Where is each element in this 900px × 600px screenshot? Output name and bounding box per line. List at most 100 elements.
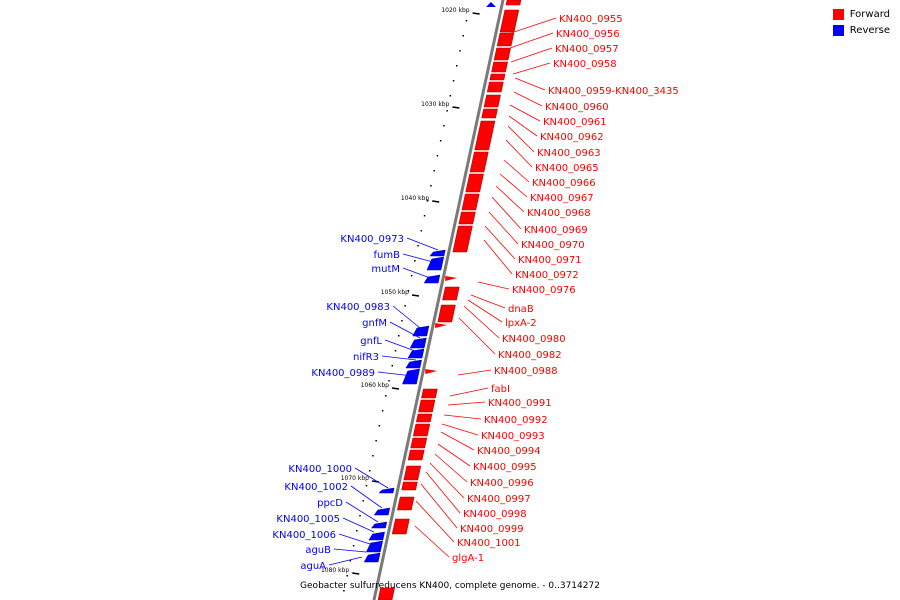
forward-label-leader xyxy=(437,443,471,467)
minor-tick xyxy=(423,215,426,217)
forward-label-leader xyxy=(508,115,538,137)
reverse-label-leader xyxy=(381,355,417,361)
minor-tick xyxy=(394,350,397,352)
minor-tick xyxy=(417,245,419,247)
forward-label-leader xyxy=(463,305,500,339)
forward-gene-block xyxy=(421,388,438,399)
forward-label-leader xyxy=(434,453,468,483)
forward-gene-block xyxy=(418,399,436,413)
reverse-gene-label: fumB xyxy=(374,250,401,261)
kbp-tick-label: 1080 kbp xyxy=(321,567,349,574)
reverse-label-leader xyxy=(338,533,371,545)
reverse-gene-block xyxy=(405,359,422,369)
reverse-gene-label: KN400_0989 xyxy=(311,368,375,379)
minor-tick xyxy=(385,395,387,397)
forward-gene-label: KN400_0994 xyxy=(477,446,541,457)
forward-gene-block xyxy=(465,173,484,193)
minor-tick xyxy=(359,515,361,517)
reverse-gene-label: aguA xyxy=(300,561,326,572)
minor-tick xyxy=(362,500,364,502)
forward-label-leader xyxy=(509,32,554,49)
forward-label-leader xyxy=(509,104,541,122)
forward-label-leader xyxy=(420,483,458,529)
forward-gene-label: KN400_0963 xyxy=(537,148,601,159)
reverse-gene-label: aguB xyxy=(305,545,331,556)
forward-gene-label: KN400_0970 xyxy=(521,240,585,251)
forward-label-leader xyxy=(512,62,551,75)
forward-gene-block xyxy=(401,481,418,491)
reverse-label-leader xyxy=(345,501,379,523)
forward-gene-block xyxy=(496,32,515,47)
legend-forward-swatch xyxy=(832,9,844,20)
forward-gene-label: KN400_0961 xyxy=(543,117,607,128)
forward-gene-label: KN400_0958 xyxy=(553,59,617,70)
forward-gene-block xyxy=(505,0,522,6)
reverse-label-leader xyxy=(333,548,367,553)
forward-gene-label: KN400_0976 xyxy=(512,285,576,296)
reverse-gene-label: KN400_1006 xyxy=(272,530,336,541)
forward-gene-label: lpxA-2 xyxy=(505,318,537,329)
forward-label-leader xyxy=(483,239,513,275)
minor-tick xyxy=(368,470,371,472)
minor-tick xyxy=(404,305,406,307)
reverse-label-leader xyxy=(350,485,383,509)
reverse-label-leader xyxy=(389,321,421,339)
reverse-gene-label: gnfL xyxy=(360,336,382,347)
minor-tick xyxy=(456,65,458,67)
kbp-tick-label: 1030 kbp xyxy=(421,101,449,108)
forward-label-leader xyxy=(414,525,450,558)
reverse-gene-label: nifR3 xyxy=(353,352,379,363)
forward-label-leader xyxy=(507,17,557,35)
forward-gene-label: KN400_0996 xyxy=(470,478,534,489)
legend-forward: Forward xyxy=(832,9,890,20)
forward-gene-marker xyxy=(425,369,438,374)
genome-title: Geobacter sulfurreducens KN400, complete… xyxy=(300,581,600,591)
forward-label-leader xyxy=(495,185,525,213)
forward-gene-label: KN400_0971 xyxy=(518,255,582,266)
reverse-label-leader xyxy=(377,371,414,377)
forward-gene-block xyxy=(491,61,508,73)
forward-label-leader xyxy=(457,369,492,376)
forward-gene-label: KN400_0960 xyxy=(545,102,609,113)
minor-tick xyxy=(356,530,358,532)
minor-tick xyxy=(375,440,377,442)
reverse-gene-label: ppcD xyxy=(317,498,343,509)
forward-gene-label: KN400_0999 xyxy=(460,524,524,535)
reverse-label-leader xyxy=(402,253,434,263)
genome-axis xyxy=(372,0,505,600)
forward-label-leader xyxy=(488,211,519,245)
forward-gene-label: KN400_0967 xyxy=(530,193,594,204)
forward-gene-block xyxy=(469,151,489,173)
forward-gene-label: dnaB xyxy=(508,304,534,315)
reverse-gene-block xyxy=(407,348,425,359)
forward-gene-block xyxy=(474,120,496,151)
minor-tick xyxy=(397,335,400,337)
forward-label-leader xyxy=(441,423,479,436)
minor-tick xyxy=(465,20,468,22)
forward-label-leader xyxy=(425,471,461,514)
reverse-gene-block xyxy=(426,256,445,271)
reverse-gene-block xyxy=(378,487,395,494)
forward-gene-marker xyxy=(435,323,448,328)
forward-label-leader xyxy=(449,387,489,397)
forward-gene-label: glgA-1 xyxy=(452,553,484,564)
minor-tick xyxy=(439,140,442,142)
reverse-label-leader xyxy=(354,467,389,489)
reverse-gene-block xyxy=(370,521,388,529)
forward-gene-block xyxy=(437,304,456,323)
minor-tick xyxy=(378,425,381,427)
minor-tick xyxy=(420,230,423,232)
reverse-gene-block xyxy=(409,337,427,349)
forward-label-leader xyxy=(513,91,543,107)
minor-tick xyxy=(349,560,352,562)
forward-gene-label: KN400_0982 xyxy=(498,350,562,361)
forward-gene-label: KN400_0968 xyxy=(527,208,591,219)
minor-tick xyxy=(436,155,439,157)
forward-gene-label: KN400_0972 xyxy=(515,270,579,281)
reverse-label-leader xyxy=(406,237,439,251)
forward-gene-label: KN400_0957 xyxy=(555,44,619,55)
forward-gene-block xyxy=(461,193,480,211)
forward-gene-label: fabI xyxy=(491,384,510,395)
forward-label-leader xyxy=(510,47,553,63)
forward-gene-block xyxy=(489,73,506,81)
